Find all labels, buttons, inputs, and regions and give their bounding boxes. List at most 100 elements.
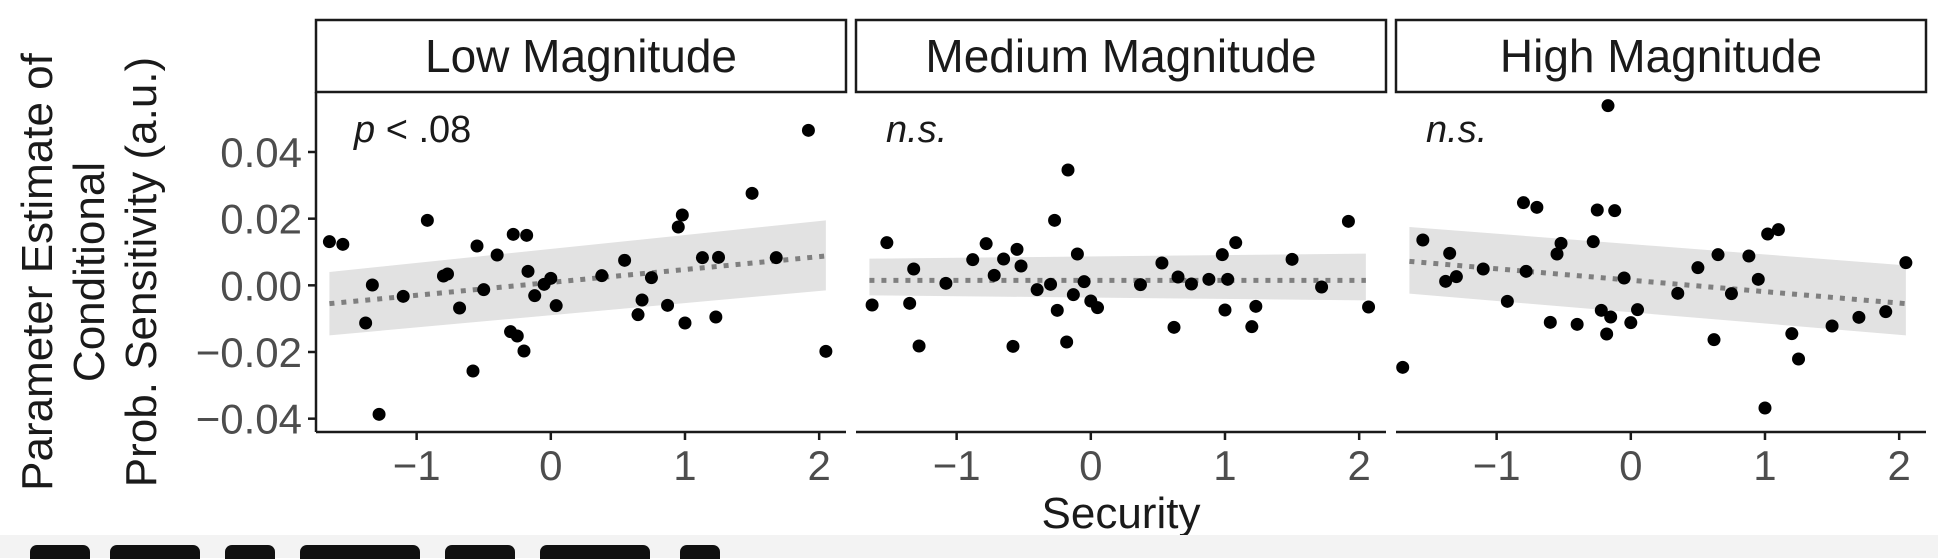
data-point bbox=[528, 289, 542, 303]
data-point bbox=[1751, 272, 1765, 286]
data-point bbox=[1899, 256, 1913, 270]
data-point bbox=[1048, 213, 1062, 227]
data-point bbox=[1519, 264, 1533, 278]
x-tick-label: 2 bbox=[807, 442, 830, 489]
data-point bbox=[1601, 99, 1615, 113]
x-tick-label: 0 bbox=[539, 442, 562, 489]
data-point bbox=[1617, 271, 1631, 285]
data-point bbox=[1416, 233, 1430, 247]
panel-title: Low Magnitude bbox=[425, 30, 737, 82]
data-point bbox=[549, 299, 563, 313]
data-point bbox=[966, 253, 980, 267]
data-point bbox=[1443, 246, 1457, 260]
data-point bbox=[1449, 270, 1463, 284]
panel-title: High Magnitude bbox=[1500, 30, 1822, 82]
panel-title: Medium Magnitude bbox=[925, 30, 1316, 82]
panel-strip-box bbox=[1394, 18, 1928, 94]
annotation-text: < .08 bbox=[375, 109, 471, 151]
y-tick-label: 0.04 bbox=[220, 129, 302, 176]
data-point bbox=[819, 344, 833, 358]
data-point bbox=[1530, 200, 1544, 214]
x-tick-label: 0 bbox=[1079, 442, 1102, 489]
data-point bbox=[1590, 203, 1604, 217]
data-point bbox=[1060, 335, 1074, 349]
y-axis-title-line: Conditional bbox=[65, 162, 114, 382]
data-point bbox=[1245, 320, 1259, 334]
data-point bbox=[322, 235, 336, 249]
data-point bbox=[1671, 286, 1685, 300]
data-point bbox=[359, 316, 373, 330]
data-point bbox=[1030, 283, 1044, 297]
data-point bbox=[372, 407, 386, 421]
data-point bbox=[544, 271, 558, 285]
data-point bbox=[1608, 204, 1622, 218]
data-point bbox=[1091, 301, 1105, 315]
data-point bbox=[618, 253, 632, 267]
data-point bbox=[470, 239, 484, 253]
x-tick-label: 2 bbox=[1887, 442, 1910, 489]
data-point bbox=[671, 220, 685, 234]
data-point bbox=[1249, 299, 1263, 313]
data-point bbox=[745, 186, 759, 200]
x-tick-label: 1 bbox=[1753, 442, 1776, 489]
data-point bbox=[1586, 235, 1600, 249]
data-point bbox=[1066, 288, 1080, 302]
y-tick-label: 0.02 bbox=[220, 196, 302, 243]
x-tick-label: 2 bbox=[1347, 442, 1370, 489]
data-point bbox=[1006, 339, 1020, 353]
data-point bbox=[1852, 310, 1866, 324]
data-point bbox=[1594, 303, 1608, 317]
data-point bbox=[1070, 247, 1084, 261]
data-point bbox=[865, 298, 879, 312]
data-point bbox=[1439, 274, 1453, 288]
data-point bbox=[939, 276, 953, 290]
data-point bbox=[520, 228, 534, 242]
x-tick-label: 0 bbox=[1619, 442, 1642, 489]
data-point bbox=[1167, 320, 1181, 334]
data-point bbox=[490, 248, 504, 262]
data-point bbox=[1014, 259, 1028, 273]
data-point bbox=[1785, 327, 1799, 341]
data-point bbox=[695, 251, 709, 265]
data-point bbox=[440, 267, 454, 281]
data-point bbox=[510, 329, 524, 343]
data-point bbox=[631, 308, 645, 322]
data-point bbox=[466, 364, 480, 378]
x-tick-label: −1 bbox=[393, 442, 441, 489]
data-point bbox=[1691, 261, 1705, 275]
data-point bbox=[1724, 287, 1738, 301]
data-point bbox=[336, 237, 350, 251]
panel-strip-box bbox=[854, 18, 1388, 94]
data-point bbox=[912, 339, 926, 353]
significance-annotation: n.s. bbox=[1426, 109, 1487, 151]
data-point bbox=[1221, 272, 1235, 286]
confidence-band bbox=[869, 253, 1366, 301]
data-point bbox=[1543, 315, 1557, 329]
data-point bbox=[1218, 303, 1232, 317]
data-point bbox=[1742, 249, 1756, 263]
data-point bbox=[769, 251, 783, 265]
data-point bbox=[1202, 272, 1216, 286]
data-point bbox=[1761, 227, 1775, 241]
data-point bbox=[1707, 333, 1721, 347]
data-point bbox=[420, 213, 434, 227]
x-axis-title: Security bbox=[1042, 489, 1201, 535]
data-point bbox=[1550, 247, 1564, 261]
data-point bbox=[477, 283, 491, 297]
data-point bbox=[1600, 327, 1614, 341]
data-point bbox=[1604, 310, 1618, 324]
data-point bbox=[1050, 303, 1064, 317]
data-point bbox=[1500, 294, 1514, 308]
y-tick-label: −0.04 bbox=[196, 396, 302, 443]
data-point bbox=[712, 250, 726, 264]
data-point bbox=[521, 264, 535, 278]
annotation-p: p bbox=[353, 109, 375, 151]
data-point bbox=[979, 237, 993, 251]
next-content-strip bbox=[0, 535, 1938, 559]
data-point bbox=[709, 310, 723, 324]
confidence-band bbox=[329, 220, 826, 336]
data-point bbox=[1133, 278, 1147, 292]
data-point bbox=[1792, 352, 1806, 366]
data-point bbox=[1711, 248, 1725, 262]
